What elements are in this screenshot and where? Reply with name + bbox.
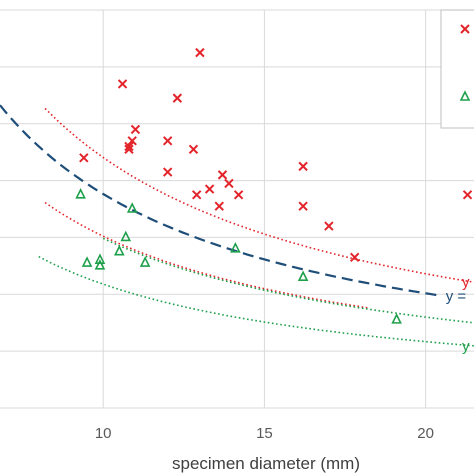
legend-marker-triangle bbox=[459, 90, 471, 101]
data-point-x bbox=[217, 170, 228, 180]
data-point-x bbox=[188, 144, 199, 155]
legend-box bbox=[440, 9, 474, 129]
data-point-x bbox=[349, 252, 360, 263]
trendline-equation-label: y bbox=[462, 274, 470, 291]
chart-trendlines bbox=[0, 104, 474, 347]
chart-legend bbox=[440, 9, 474, 129]
data-point-x bbox=[162, 167, 173, 177]
data-point-x bbox=[162, 136, 173, 146]
data-point-triangle bbox=[94, 253, 106, 264]
trendline-dashed bbox=[0, 104, 442, 297]
legend-marker-x bbox=[460, 24, 470, 34]
data-point-x bbox=[127, 136, 137, 146]
trendline-equation-label: y bbox=[462, 338, 470, 355]
data-point-x bbox=[124, 144, 134, 155]
data-point-triangle bbox=[114, 244, 125, 256]
x-tick-label: 20 bbox=[417, 425, 434, 442]
data-point-x bbox=[79, 153, 89, 163]
trendline-dotted bbox=[44, 201, 368, 309]
trendline-dotted bbox=[102, 237, 474, 324]
data-point-triangle bbox=[120, 230, 132, 242]
data-point-triangle bbox=[139, 256, 151, 267]
data-point-x bbox=[117, 79, 128, 89]
data-point-triangle bbox=[81, 256, 93, 267]
data-point-x bbox=[298, 201, 308, 211]
data-point-triangle bbox=[94, 259, 106, 270]
data-point-x bbox=[298, 161, 308, 172]
trendline-dotted bbox=[38, 255, 474, 347]
data-point-x bbox=[191, 190, 202, 200]
x-tick-label: 10 bbox=[95, 425, 112, 442]
data-point-triangle bbox=[297, 270, 309, 282]
x-tick-label: 15 bbox=[256, 425, 273, 442]
chart-grid bbox=[0, 9, 474, 409]
trendline-equation-label: y = bbox=[446, 288, 467, 305]
data-point-triangle bbox=[75, 187, 86, 199]
data-point-x bbox=[130, 124, 141, 135]
data-point-x bbox=[224, 178, 234, 189]
data-point-x bbox=[172, 93, 183, 103]
data-point-x bbox=[195, 47, 205, 58]
trendline-dotted bbox=[44, 107, 474, 283]
data-point-triangle bbox=[126, 202, 138, 213]
data-point-x bbox=[233, 190, 244, 200]
data-point-triangle bbox=[230, 242, 241, 253]
data-point-triangle bbox=[391, 313, 402, 324]
data-point-x bbox=[204, 184, 215, 194]
x-axis-title: specimen diameter (mm) bbox=[172, 454, 360, 473]
data-point-x bbox=[124, 141, 134, 152]
data-point-x bbox=[462, 190, 473, 200]
data-point-x bbox=[214, 201, 224, 211]
data-point-x bbox=[324, 221, 334, 231]
chart-points bbox=[75, 47, 473, 324]
